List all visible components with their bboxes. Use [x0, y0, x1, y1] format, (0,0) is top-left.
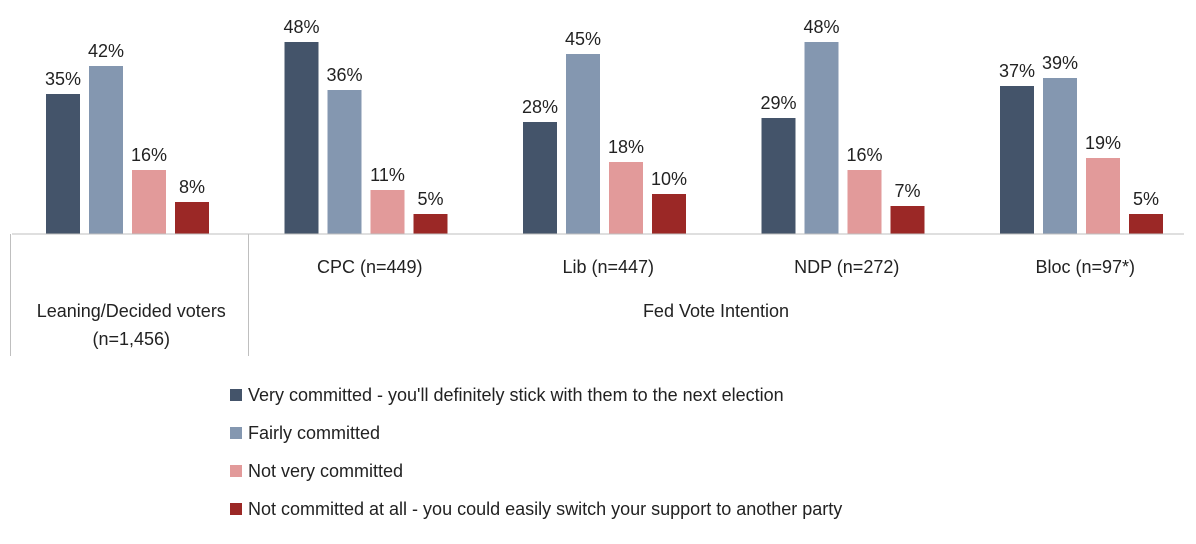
data-label: 45% — [565, 29, 601, 49]
data-label: 48% — [803, 17, 839, 37]
data-label: 16% — [846, 145, 882, 165]
legend-swatch — [230, 503, 242, 515]
data-label: 29% — [760, 93, 796, 113]
bar-chart: 35% 42% 16% 8% 48% 36% 11% 5% 28% 45% 18% 10% 29% 48%… — [10, 17, 1184, 356]
data-label: 42% — [88, 41, 124, 61]
legend-label: Very committed - you'll definitely stick… — [248, 384, 784, 405]
bar — [523, 122, 557, 234]
bar — [89, 66, 123, 234]
legend-item: Not committed at all - you could easily … — [230, 490, 842, 528]
bar — [175, 202, 209, 234]
data-label: 7% — [894, 181, 920, 201]
data-label: 36% — [326, 65, 362, 85]
bar — [847, 170, 882, 234]
axis-lines — [10, 233, 1184, 356]
bar — [566, 54, 600, 234]
category-label: Lib (n=447) — [562, 257, 654, 277]
data-label: 18% — [608, 137, 644, 157]
data-label: 5% — [417, 189, 443, 209]
data-label: 11% — [370, 165, 405, 185]
category-label: Bloc (n=97*) — [1035, 257, 1135, 277]
bar — [284, 42, 319, 234]
legend-item: Fairly committed — [230, 414, 842, 452]
legend-swatch — [230, 465, 242, 477]
bar — [1129, 214, 1163, 234]
legend-label: Fairly committed — [248, 422, 381, 443]
legend: Very committed - you'll definitely stick… — [230, 376, 842, 528]
category-label: Leaning/Decided voters (n=1,456) — [37, 301, 226, 349]
bar — [652, 194, 686, 234]
data-label: 16% — [131, 145, 167, 165]
bar — [890, 206, 925, 234]
legend-item: Not very committed — [230, 452, 842, 490]
bars-layer — [46, 42, 1163, 234]
bar — [804, 42, 839, 234]
legend-item: Very committed - you'll definitely stick… — [230, 376, 842, 414]
bar — [327, 90, 362, 234]
bar — [1043, 78, 1077, 234]
data-label: 28% — [522, 97, 558, 117]
category-labels-layer: Leaning/Decided voters (n=1,456) CPC (n=44… — [37, 257, 1135, 349]
bar — [1000, 86, 1034, 234]
legend-label: Not committed at all - you could easily … — [248, 498, 843, 519]
value-labels-layer: 35% 42% 16% 8% 48% 36% 11% 5% 28% 45% 18% 10% 29% 48%… — [45, 17, 1159, 209]
data-label: 19% — [1085, 133, 1121, 153]
category-label: CPC (n=449) — [317, 257, 423, 277]
data-label: 39% — [1042, 53, 1078, 73]
data-label: 10% — [651, 169, 687, 189]
bar — [1086, 158, 1120, 234]
legend-swatch — [230, 389, 242, 401]
group-axis-label: Fed Vote Intention — [643, 301, 789, 321]
bar — [761, 118, 796, 234]
data-label: 48% — [283, 17, 319, 37]
data-label: 8% — [179, 177, 205, 197]
legend-swatch — [230, 427, 242, 439]
data-label: 5% — [1133, 189, 1159, 209]
bar — [370, 190, 405, 234]
bar — [413, 214, 448, 234]
data-label: 35% — [45, 69, 81, 89]
data-label: 37% — [999, 61, 1035, 81]
bar — [132, 170, 166, 234]
legend-label: Not very committed — [248, 460, 404, 481]
category-label: NDP (n=272) — [794, 257, 899, 277]
bar — [46, 94, 80, 234]
bar — [609, 162, 643, 234]
